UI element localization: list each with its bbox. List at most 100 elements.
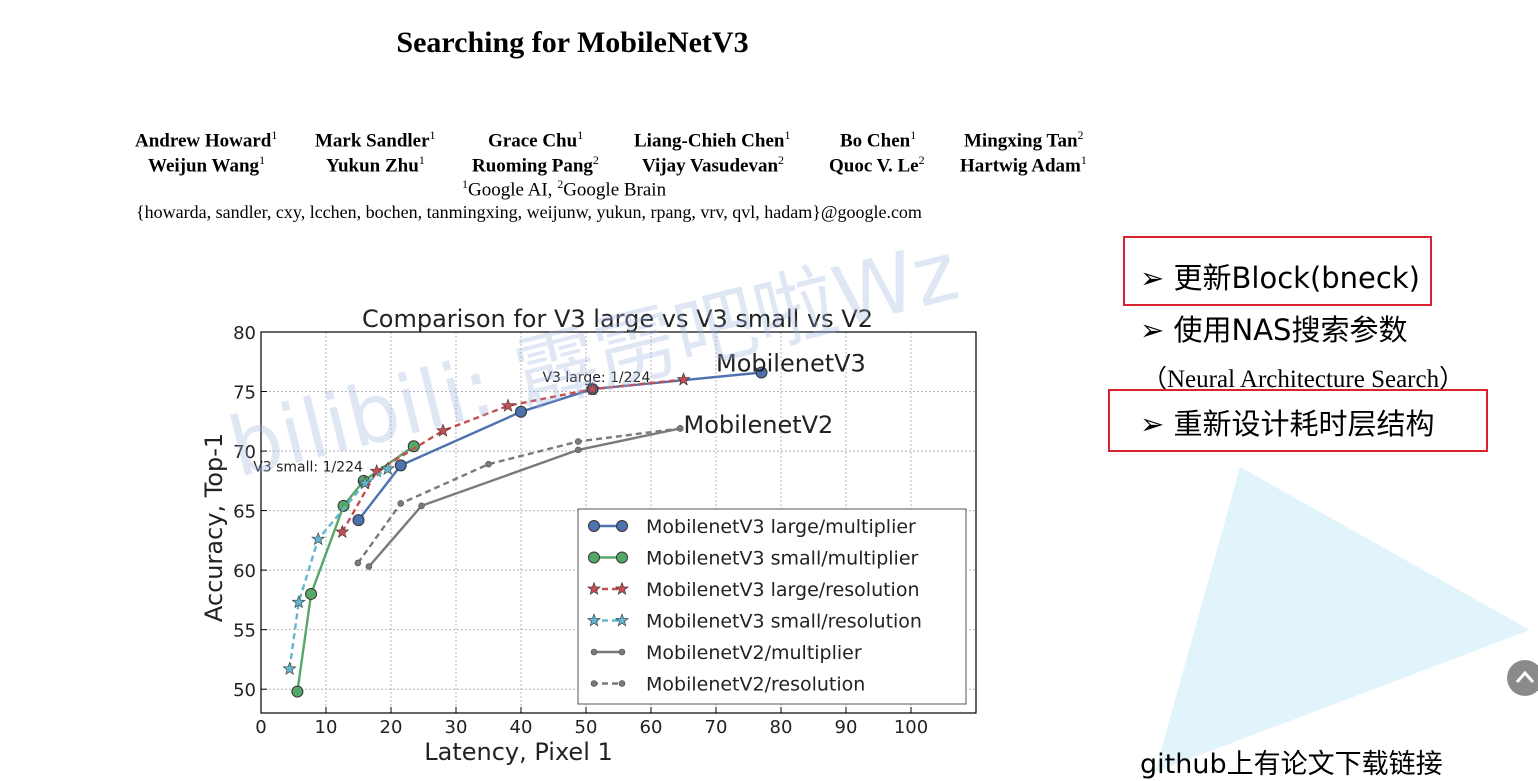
x-tick-label: 0	[255, 717, 266, 738]
data-point	[585, 381, 600, 396]
chart-annotation: MobilenetV2	[684, 411, 834, 439]
data-point	[311, 531, 326, 546]
data-point	[291, 594, 306, 609]
affiliations: 1Google AI, 2Google Brain	[462, 177, 667, 201]
highlight-box	[1108, 389, 1488, 452]
chart-annotation: V3 small: 1/224	[253, 459, 363, 475]
plot-frame	[260, 331, 977, 714]
data-point	[616, 520, 628, 532]
y-tick-label: 65	[233, 502, 256, 523]
author: Yukun Zhu1	[326, 153, 425, 177]
author-emails: {howarda, sandler, cxy, lcchen, bochen, …	[136, 202, 922, 222]
legend-label: MobilenetV3 large/multiplier	[646, 516, 916, 538]
legend-label: MobilenetV2/resolution	[646, 674, 865, 696]
legend-entry: MobilenetV3 large/resolution	[586, 579, 920, 601]
x-tick-label: 70	[705, 717, 728, 738]
data-point	[588, 520, 600, 532]
data-point	[614, 581, 630, 596]
chart-title: Comparison for V3 large vs V3 small vs V…	[362, 305, 873, 333]
data-point	[588, 551, 600, 564]
data-point	[352, 514, 365, 527]
author: Bo Chen1	[840, 128, 917, 152]
x-tick-label: 20	[380, 717, 403, 738]
author: Vijay Vasudevan2	[642, 153, 785, 177]
x-tick-label: 90	[835, 717, 858, 738]
highlight-box	[1123, 236, 1432, 306]
data-point	[590, 648, 598, 656]
y-tick-label: 80	[233, 323, 256, 344]
author: Mingxing Tan2	[964, 128, 1084, 152]
x-tick-label: 40	[510, 717, 533, 738]
data-point	[500, 398, 516, 412]
x-tick-label: 60	[640, 717, 663, 738]
legend-box	[577, 508, 967, 705]
chart-annotation: V3 large: 1/224	[542, 370, 650, 386]
y-tick-label: 75	[233, 383, 256, 404]
scroll-to-top-button[interactable]	[1507, 660, 1538, 696]
author: Mark Sandler1	[315, 128, 436, 152]
data-point	[515, 405, 527, 418]
legend-entry: MobilenetV2/resolution	[590, 674, 865, 696]
data-point	[755, 366, 768, 379]
series-mobilenetv3-large-resolution	[335, 372, 691, 539]
data-point	[435, 423, 451, 437]
author: Weijun Wang1	[148, 153, 266, 177]
data-point	[365, 563, 373, 570]
paper-title: Searching for MobileNetV3	[396, 26, 749, 59]
data-point	[618, 648, 626, 656]
data-point	[676, 372, 691, 386]
y-tick-label: 55	[233, 621, 256, 642]
author: Andrew Howard1	[135, 128, 278, 152]
data-point	[614, 613, 630, 627]
legend-entry: MobilenetV3 small/resolution	[586, 611, 922, 633]
data-point	[380, 461, 395, 475]
legend-entry: MobilenetV3 large/multiplier	[588, 516, 916, 538]
data-point	[618, 680, 626, 687]
data-point	[574, 446, 582, 454]
author: Liang-Chieh Chen1	[634, 128, 791, 152]
data-point	[369, 463, 384, 478]
author: Grace Chu1	[488, 128, 584, 152]
y-axis-label: Accuracy, Top-1	[200, 433, 228, 622]
note-nas: ➢ 使用NAS搜索参数	[1140, 313, 1408, 347]
x-axis-label: Latency, Pixel 1	[424, 738, 613, 766]
data-point	[676, 425, 684, 432]
series-line	[341, 378, 684, 533]
legend-label: MobilenetV2/multiplier	[646, 642, 862, 664]
chart-annotation: MobilenetV3	[716, 349, 866, 377]
y-tick-label: 70	[233, 442, 256, 463]
data-point	[574, 438, 582, 445]
legend-label: MobilenetV3 small/multiplier	[646, 548, 919, 570]
data-point	[357, 475, 373, 490]
comparison-chart: 0 10 20 30 40 50 60 70 80 90 100 50 55 60 65 70 75 80 Comp…	[200, 305, 977, 766]
data-point	[337, 499, 350, 512]
x-tick-label: 100	[894, 717, 928, 738]
legend-label: MobilenetV3 large/resolution	[646, 579, 920, 601]
data-point	[586, 581, 602, 596]
data-point	[616, 551, 628, 564]
data-point	[418, 502, 425, 510]
note-update-block: ➢ 更新Block(bneck)	[1140, 261, 1420, 295]
note-nas-full: （Neural Architecture Search）	[1142, 366, 1465, 393]
author: Hartwig Adam1	[960, 153, 1087, 177]
data-point	[590, 680, 598, 687]
y-tick-label: 60	[233, 561, 256, 582]
legend-entry: MobilenetV3 small/multiplier	[588, 548, 919, 570]
x-tick-label: 80	[770, 717, 793, 738]
legend-entry: MobilenetV2/multiplier	[590, 642, 862, 664]
legend-label: MobilenetV3 small/resolution	[646, 611, 922, 633]
author: Quoc V. Le2	[829, 153, 925, 177]
data-point	[586, 613, 602, 627]
x-tick-label: 50	[575, 717, 598, 738]
x-tick-label: 30	[445, 717, 468, 738]
data-point	[291, 685, 304, 698]
x-tick-label: 10	[315, 717, 338, 738]
y-tick-label: 50	[233, 680, 256, 701]
data-point	[282, 661, 297, 675]
note-redesign: ➢ 重新设计耗时层结构	[1140, 407, 1435, 441]
data-point	[394, 459, 407, 472]
series-mobilenetv2-resolution	[354, 425, 684, 567]
data-point	[397, 500, 405, 507]
data-point	[335, 524, 350, 539]
